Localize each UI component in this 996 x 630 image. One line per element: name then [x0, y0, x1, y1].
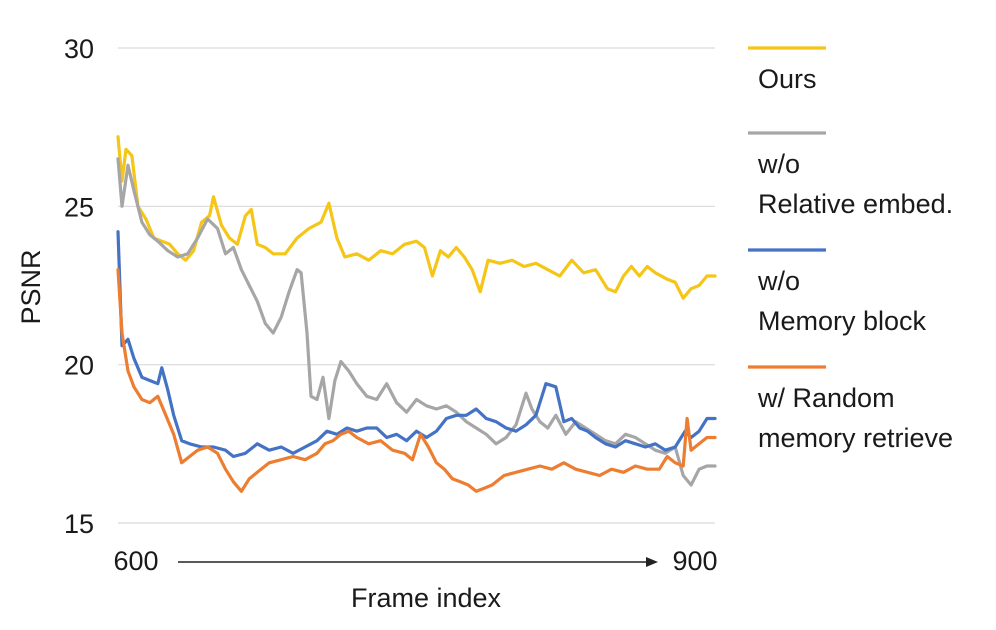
y-tick-label: 20: [64, 351, 94, 381]
legend-label-random: w/ Random: [757, 383, 895, 413]
legend-label-memory: Memory block: [758, 306, 927, 336]
y-axis-title: PSNR: [16, 249, 46, 324]
legend-label-relative: Relative embed.: [758, 189, 953, 219]
series-line-1: [116, 157, 717, 487]
y-tick-labels: 15 20 25 30: [64, 34, 94, 539]
y-tick-label: 15: [64, 509, 94, 539]
x-axis-arrow-head: [646, 557, 658, 567]
series-line-3: [116, 268, 717, 493]
x-axis-arrow: [178, 557, 658, 567]
x-tick-label-end: 900: [672, 546, 717, 576]
legend-label-memory: w/o: [757, 266, 800, 296]
legend-label-random: memory retrieve: [758, 423, 953, 453]
series-line-0: [116, 135, 717, 300]
y-tick-label: 25: [64, 192, 94, 222]
legend-label-ours: Ours: [758, 64, 817, 94]
x-tick-label-start: 600: [113, 546, 158, 576]
series-line-2: [116, 230, 717, 459]
legend-label-relative: w/o: [757, 149, 800, 179]
series-lines: [116, 135, 717, 493]
x-axis-title: Frame index: [351, 583, 502, 613]
y-tick-label: 30: [64, 34, 94, 64]
legend: Ours w/o Relative embed. w/o Memory block w/ …: [748, 46, 953, 453]
